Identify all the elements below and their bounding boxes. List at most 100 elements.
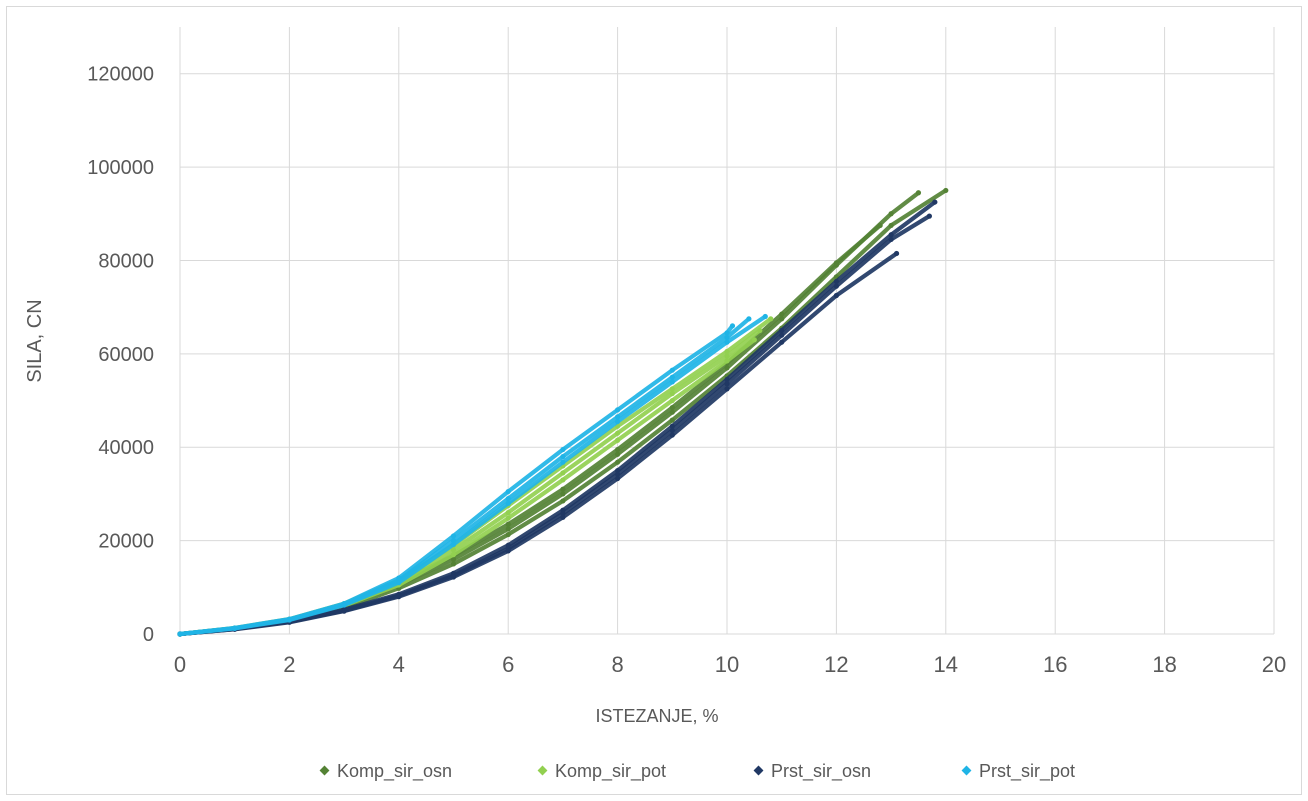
- data-point: [751, 337, 757, 343]
- x-tick-label: 20: [1262, 652, 1286, 677]
- curve-Komp_sir_pot-1: [177, 316, 773, 637]
- data-point: [779, 311, 785, 317]
- legend-item-Prst_sir_pot: Prst_sir_pot: [961, 761, 1075, 782]
- x-axis-title: ISTEZANJE, %: [595, 706, 718, 726]
- curve-Prst_sir_pot-1: [177, 323, 735, 637]
- data-point: [833, 260, 840, 266]
- data-point: [768, 316, 774, 322]
- data-point: [877, 222, 883, 229]
- legend-item-Komp_sir_osn: Komp_sir_osn: [319, 761, 452, 782]
- data-point: [779, 339, 785, 345]
- data-point: [286, 617, 292, 623]
- data-point: [615, 459, 621, 465]
- legend-marker: [753, 765, 764, 776]
- data-point: [888, 232, 894, 238]
- data-point: [669, 379, 675, 385]
- curve-Prst_sir_pot-3: [177, 314, 768, 637]
- y-tick-label: 80000: [98, 250, 154, 272]
- x-tick-label: 10: [715, 652, 739, 677]
- y-tick-label: 100000: [87, 157, 154, 179]
- data-point: [615, 430, 621, 436]
- data-point: [560, 446, 566, 453]
- legend-item-Komp_sir_pot: Komp_sir_pot: [537, 761, 666, 782]
- data-point: [560, 470, 566, 476]
- data-point: [560, 514, 566, 520]
- grid-layer: [179, 27, 1275, 635]
- legend-label: Prst_sir_pot: [979, 761, 1075, 782]
- data-point: [615, 446, 621, 453]
- y-tick-label: 20000: [98, 531, 154, 553]
- data-point: [669, 397, 675, 404]
- data-point: [724, 386, 730, 392]
- data-point: [915, 190, 922, 196]
- data-point: [341, 602, 347, 608]
- data-point: [669, 417, 675, 423]
- data-point: [450, 561, 457, 567]
- data-point: [560, 477, 566, 483]
- x-tick-label: 14: [934, 652, 958, 677]
- x-tick-label: 8: [611, 652, 623, 677]
- y-tick-label: 40000: [98, 437, 154, 459]
- series-Prst_sir_pot: [177, 313, 768, 637]
- data-point: [888, 211, 894, 217]
- data-point: [615, 418, 621, 425]
- y-axis-title: SILA, CN: [24, 299, 46, 382]
- data-point: [505, 510, 511, 516]
- data-point: [560, 498, 566, 504]
- legend-label: Prst_sir_osn: [771, 761, 871, 782]
- legend-label: Komp_sir_pot: [555, 761, 666, 782]
- data-point: [833, 283, 840, 289]
- chart-svg: 0 2 4 6 8 10 12 14 16 18 20 0 20000 40000 60000 80000 10…: [24, 27, 1286, 782]
- data-point: [926, 213, 932, 219]
- data-point: [177, 631, 183, 637]
- x-tick-label: 12: [824, 652, 848, 677]
- data-point: [833, 292, 840, 299]
- data-point: [757, 327, 763, 334]
- curve-Prst_sir_osn-1: [177, 200, 938, 637]
- legend-marker: [961, 765, 972, 776]
- y-tick-label: 60000: [98, 344, 154, 366]
- data-point: [932, 199, 938, 205]
- data-point: [505, 488, 511, 495]
- data-point: [560, 459, 566, 465]
- data-point: [505, 548, 511, 554]
- series-Prst_sir_osn: [177, 199, 938, 637]
- legend-marker: [319, 765, 330, 776]
- data-point: [505, 515, 511, 521]
- chart-frame: 0 2 4 6 8 10 12 14 16 18 20 0 20000 40000 60000 80000 10…: [6, 6, 1302, 795]
- data-point: [450, 552, 457, 558]
- legend-item-Prst_sir_osn: Prst_sir_osn: [753, 761, 871, 782]
- data-point: [396, 580, 402, 586]
- x-tick-label: 2: [283, 652, 295, 677]
- data-point: [669, 404, 675, 411]
- data-point: [762, 313, 768, 320]
- data-point: [615, 437, 621, 443]
- curve-Prst_sir_pot-2: [177, 316, 752, 637]
- x-tick-label: 6: [502, 652, 514, 677]
- x-tick-label: 18: [1152, 652, 1176, 677]
- data-point: [341, 608, 347, 614]
- x-tick-label: 0: [174, 652, 186, 677]
- data-point: [560, 486, 566, 492]
- curve-Komp_sir_osn-2: [177, 188, 948, 637]
- data-point: [450, 541, 457, 547]
- data-point: [669, 390, 675, 397]
- x-tick-label: 16: [1043, 652, 1067, 677]
- legend: Komp_sir_osn Komp_sir_pot Prst_sir_osn Prst…: [319, 761, 1075, 782]
- data-point: [888, 236, 894, 243]
- data-point: [232, 625, 238, 631]
- data-point: [724, 358, 730, 364]
- legend-label: Komp_sir_osn: [337, 761, 452, 782]
- tick-layer: 0 2 4 6 8 10 12 14 16 18 20 0 20000 40000 60000 80000 10…: [87, 64, 1286, 677]
- data-point: [615, 407, 621, 413]
- curve-Prst_sir_osn-3: [177, 251, 899, 637]
- data-point: [396, 594, 402, 600]
- data-point: [746, 316, 752, 322]
- y-tick-label: 120000: [87, 64, 154, 86]
- data-point: [560, 453, 566, 460]
- y-tick-label: 0: [143, 624, 154, 646]
- data-point: [669, 432, 675, 438]
- data-point: [450, 574, 457, 580]
- x-tick-label: 4: [393, 652, 405, 677]
- data-point: [729, 323, 736, 329]
